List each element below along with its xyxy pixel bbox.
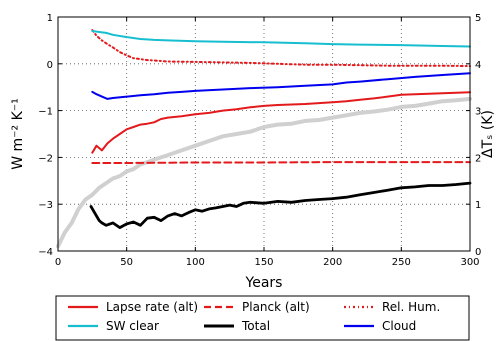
legend-label-cloud: Cloud: [382, 319, 416, 333]
y-tick-label-right: 3: [475, 107, 481, 118]
y-tick-label-left: −2: [38, 153, 53, 164]
y-tick-label-right: 0: [475, 247, 481, 258]
y-axis-label-left: W m⁻² K⁻¹: [10, 98, 26, 170]
y-tick-label-left: 0: [47, 60, 53, 71]
y-axis-label-right: ΔTₛ (K): [480, 110, 496, 158]
series-line-cloud: [91, 72, 471, 100]
legend-label-total: Total: [241, 319, 270, 333]
series-line-sw-clear: [91, 30, 471, 48]
series-line-lapse-rate-alt: [91, 91, 471, 154]
x-tick-label: 200: [323, 257, 342, 268]
y-tick-label-left: −3: [38, 200, 53, 211]
legend-label-sw-clear: SW clear: [106, 319, 159, 333]
legend-label-rel-hum: Rel. Hum.: [382, 300, 440, 314]
legend-label-planck-alt: Planck (alt): [242, 300, 310, 314]
y-tick-label-right: 2: [475, 153, 481, 164]
x-tick-label: 50: [120, 257, 133, 268]
x-tick-label: 300: [460, 257, 479, 268]
x-tick-label: 150: [254, 257, 273, 268]
y-tick-label-left: −1: [38, 107, 53, 118]
x-tick-label: 100: [186, 257, 205, 268]
y-tick-label-left: −4: [38, 247, 53, 258]
x-axis-label: Years: [245, 275, 283, 291]
y-tick-label-right: 5: [475, 13, 481, 24]
x-tick-label: 0: [55, 257, 61, 268]
legend-label-lapse-rate-alt: Lapse rate (alt): [106, 300, 198, 314]
y-tick-label-right: 4: [475, 60, 481, 71]
series-line-rel-hum: [91, 29, 471, 68]
x-tick-label: 250: [392, 257, 411, 268]
legend-box: [55, 295, 470, 341]
y-tick-label-left: 1: [47, 13, 53, 24]
y-tick-label-right: 1: [475, 200, 481, 211]
grid: [58, 17, 470, 251]
series-line-total: [89, 181, 472, 230]
series-line-delta-ts: [56, 96, 472, 249]
plot-area: [56, 29, 472, 249]
series-line-planck-alt: [91, 161, 471, 164]
legend: Lapse rate (alt) Planck (alt) Rel. Hum. SW …: [55, 295, 470, 341]
